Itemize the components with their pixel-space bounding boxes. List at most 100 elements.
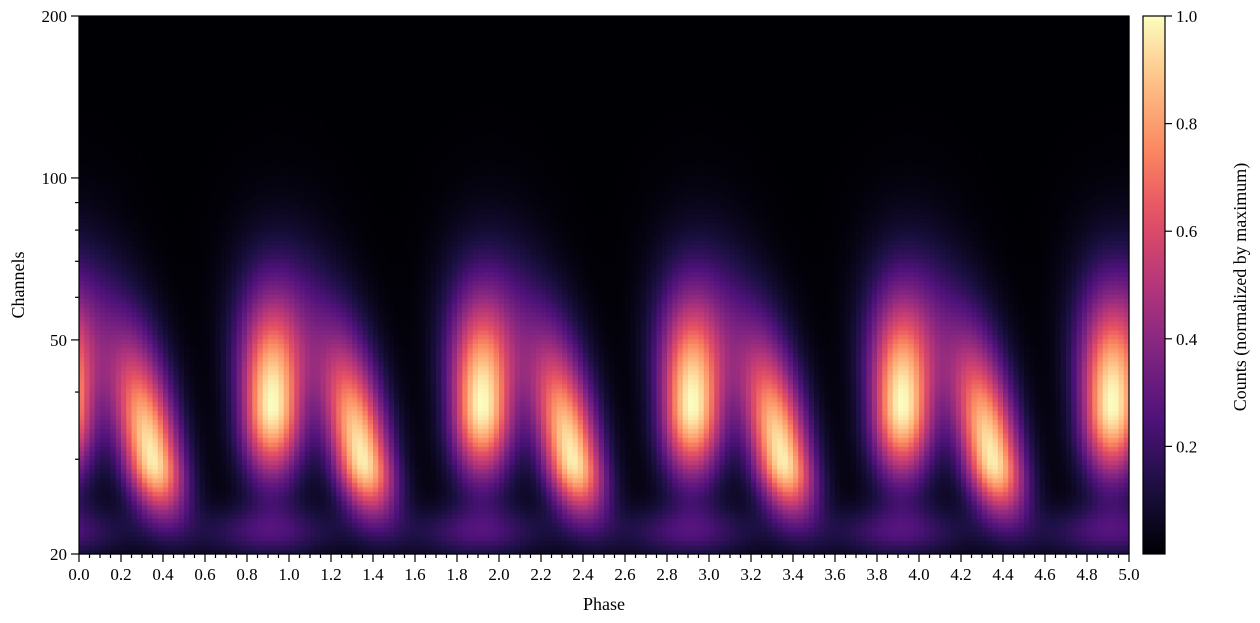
heatmap-cell bbox=[89, 491, 96, 497]
heatmap-cell bbox=[100, 450, 106, 456]
heatmap-cell bbox=[808, 495, 815, 501]
heatmap-cell bbox=[1024, 509, 1030, 515]
heatmap-cell bbox=[136, 495, 143, 501]
heatmap-cell bbox=[835, 527, 841, 533]
heatmap-cell bbox=[598, 549, 605, 555]
heatmap-cell bbox=[457, 536, 463, 542]
heatmap-cell bbox=[940, 504, 946, 510]
heatmap-cell bbox=[562, 540, 568, 546]
heatmap-cell bbox=[635, 459, 642, 465]
heatmap-cell bbox=[336, 491, 343, 497]
heatmap-cell bbox=[394, 509, 400, 515]
heatmap-cell bbox=[530, 545, 537, 551]
heatmap-cell bbox=[604, 477, 610, 483]
heatmap-cell bbox=[845, 531, 852, 537]
heatmap-cell bbox=[415, 531, 421, 537]
heatmap-cell bbox=[987, 455, 994, 461]
heatmap-cell bbox=[252, 495, 259, 501]
heatmap-cell bbox=[325, 446, 332, 452]
heatmap-cell bbox=[1076, 522, 1083, 528]
heatmap-cell bbox=[625, 455, 631, 461]
heatmap-cell bbox=[667, 464, 673, 470]
heatmap-cell bbox=[982, 450, 988, 456]
heatmap-cell bbox=[226, 491, 232, 497]
heatmap-cell bbox=[1003, 477, 1009, 483]
heatmap-cell bbox=[982, 491, 988, 497]
heatmap-cell bbox=[913, 446, 920, 452]
heatmap-cell bbox=[730, 513, 736, 519]
heatmap-cell bbox=[877, 459, 883, 465]
heatmap-cell bbox=[131, 522, 138, 528]
heatmap-cell bbox=[735, 473, 742, 479]
heatmap-cell bbox=[719, 509, 726, 515]
heatmap-cell bbox=[588, 477, 595, 483]
heatmap-cell bbox=[136, 459, 143, 465]
heatmap-cell bbox=[987, 536, 994, 542]
heatmap-cell bbox=[304, 545, 311, 551]
heatmap-cell bbox=[751, 500, 757, 506]
heatmap-cell bbox=[467, 518, 474, 524]
heatmap-cell bbox=[1060, 495, 1067, 501]
heatmap-cell bbox=[1045, 459, 1051, 465]
heatmap-cell bbox=[220, 450, 227, 456]
heatmap-cell bbox=[588, 473, 595, 479]
heatmap-cell bbox=[829, 491, 836, 497]
heatmap-cell bbox=[352, 518, 358, 524]
heatmap-cell bbox=[115, 477, 122, 483]
heatmap-cell bbox=[525, 527, 532, 533]
heatmap-cell bbox=[625, 509, 631, 515]
heatmap-cell bbox=[940, 477, 946, 483]
heatmap-cell bbox=[966, 495, 973, 501]
heatmap-cell bbox=[856, 455, 862, 461]
heatmap-cell bbox=[105, 500, 112, 506]
heatmap-cell bbox=[205, 446, 211, 452]
heatmap-cell bbox=[562, 518, 568, 524]
heatmap-cell bbox=[110, 531, 117, 537]
heatmap-cell bbox=[362, 513, 369, 519]
heatmap-cell bbox=[688, 513, 694, 519]
heatmap-cell bbox=[310, 518, 316, 524]
heatmap-cell bbox=[572, 504, 579, 510]
heatmap-cell bbox=[635, 527, 642, 533]
heatmap-cell bbox=[919, 477, 925, 483]
heatmap-cell bbox=[373, 536, 379, 542]
heatmap-cell bbox=[829, 540, 836, 546]
heatmap-cell bbox=[1060, 459, 1067, 465]
heatmap-cell bbox=[336, 531, 343, 537]
heatmap-cell bbox=[556, 486, 563, 492]
heatmap-cell bbox=[898, 540, 904, 546]
heatmap-cell bbox=[430, 473, 437, 479]
heatmap-cell bbox=[546, 549, 553, 555]
heatmap-cell bbox=[388, 477, 395, 483]
heatmap-cell bbox=[577, 545, 584, 551]
heatmap-cell bbox=[546, 545, 553, 551]
heatmap-cell bbox=[903, 482, 910, 488]
heatmap-cell bbox=[451, 531, 458, 537]
heatmap-cell bbox=[94, 486, 101, 492]
heatmap-cell bbox=[667, 531, 673, 537]
heatmap-cell bbox=[383, 491, 390, 497]
heatmap-cell bbox=[252, 518, 259, 524]
heatmap-cell bbox=[488, 522, 495, 528]
heatmap-cell bbox=[462, 482, 469, 488]
heatmap-cell bbox=[346, 450, 353, 456]
heatmap-cell bbox=[194, 531, 201, 537]
heatmap-cell bbox=[840, 482, 847, 488]
heatmap-cell bbox=[630, 441, 637, 447]
heatmap-cell bbox=[924, 536, 931, 542]
heatmap-cell bbox=[1092, 464, 1099, 470]
heatmap-cell bbox=[304, 527, 311, 533]
heatmap-cell bbox=[367, 495, 374, 501]
heatmap-cell bbox=[268, 536, 274, 542]
heatmap-cell bbox=[1050, 468, 1057, 474]
heatmap-cell bbox=[404, 446, 411, 452]
heatmap-cell bbox=[892, 464, 899, 470]
heatmap-cell bbox=[499, 500, 505, 506]
heatmap-cell bbox=[394, 450, 400, 456]
heatmap-cell bbox=[714, 450, 721, 456]
heatmap-cell bbox=[1013, 459, 1020, 465]
heatmap-cell bbox=[1039, 491, 1046, 497]
heatmap-cell bbox=[168, 446, 175, 452]
heatmap-cell bbox=[682, 441, 689, 447]
